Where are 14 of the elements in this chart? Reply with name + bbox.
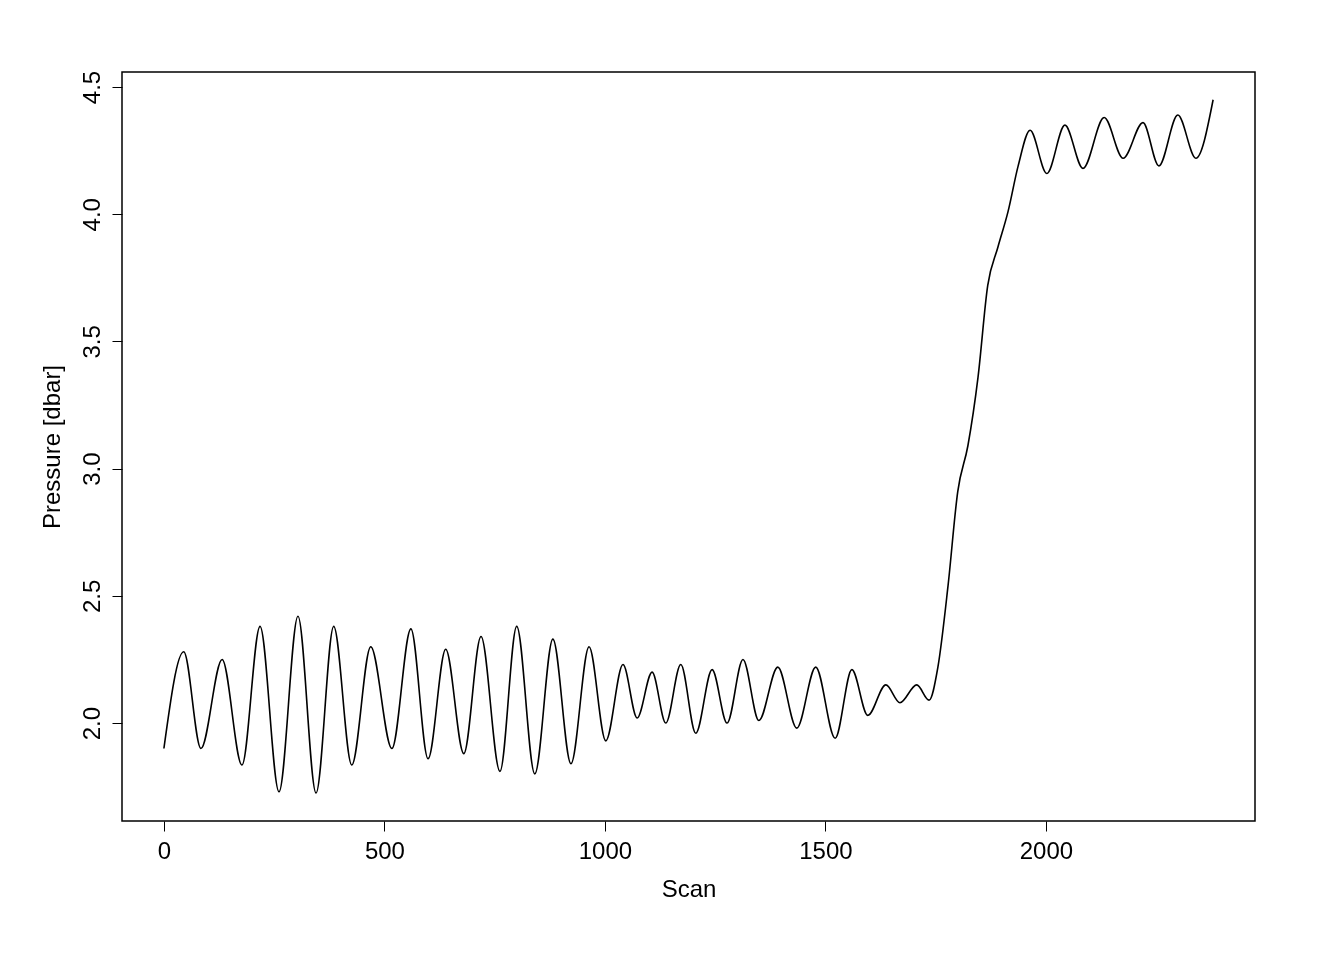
y-axis-title: Pressure [dbar] <box>37 364 65 530</box>
x-tick-label: 0 <box>157 836 172 864</box>
x-tick-label: 1500 <box>799 836 853 864</box>
line-series <box>163 98 1214 794</box>
y-tick-label: 4.0 <box>77 198 105 232</box>
y-tick-label: 3.0 <box>77 452 105 486</box>
y-tick-label: 2.5 <box>77 579 105 614</box>
x-tick-label: 2000 <box>1019 836 1074 864</box>
x-tick-label: 1000 <box>578 836 633 864</box>
y-tick-label: 2.0 <box>77 706 105 741</box>
y-tick-label: 4.5 <box>77 70 105 105</box>
y-tick-label: 3.5 <box>77 325 105 359</box>
x-axis-title: Scan <box>661 874 717 902</box>
x-tick-label: 500 <box>364 836 405 864</box>
